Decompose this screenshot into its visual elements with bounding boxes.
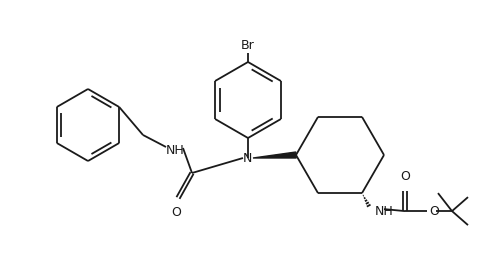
Text: O: O: [400, 170, 410, 183]
Text: O: O: [429, 204, 439, 218]
Polygon shape: [253, 152, 296, 158]
Text: N: N: [243, 151, 252, 165]
Text: NH: NH: [375, 204, 394, 218]
Text: O: O: [171, 206, 181, 219]
Text: Br: Br: [241, 39, 255, 52]
Text: NH: NH: [166, 143, 184, 157]
